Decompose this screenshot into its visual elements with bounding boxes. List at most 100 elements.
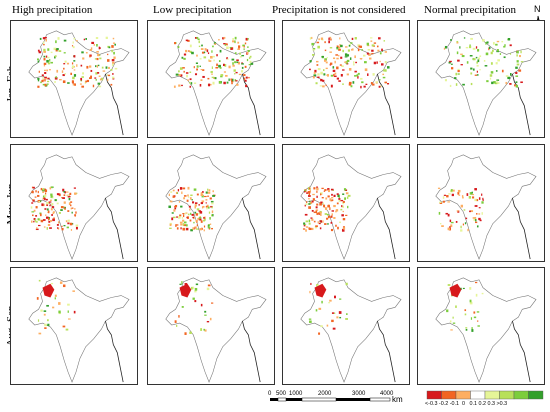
- anomaly-speckle: [207, 52, 210, 55]
- legend-swatch: [528, 390, 544, 400]
- anomaly-speckle: [455, 83, 458, 86]
- anomaly-speckle: [476, 320, 479, 322]
- anomaly-speckle: [465, 328, 468, 331]
- anomaly-speckle: [345, 46, 348, 48]
- anomaly-speckle: [49, 204, 51, 207]
- anomaly-speckle: [47, 319, 49, 322]
- anomaly-speckle: [64, 207, 66, 210]
- anomaly-speckle: [183, 224, 187, 227]
- anomaly-speckle: [53, 217, 55, 220]
- anomaly-speckle: [327, 188, 330, 191]
- anomaly-speckle: [481, 292, 484, 295]
- anomaly-speckle: [476, 311, 480, 313]
- india-outline: [28, 277, 130, 383]
- anomaly-speckle: [196, 36, 198, 39]
- anomaly-speckle: [446, 195, 449, 198]
- anomaly-speckle: [90, 75, 92, 78]
- anomaly-speckle: [320, 213, 322, 216]
- anomaly-speckle: [174, 206, 177, 208]
- anomaly-speckle: [476, 225, 479, 228]
- anomaly-speckle: [442, 200, 445, 203]
- anomaly-speckle: [329, 299, 332, 302]
- anomaly-speckle: [46, 83, 49, 85]
- anomaly-speckle: [497, 49, 499, 52]
- anomaly-speckle: [47, 217, 50, 221]
- anomaly-speckle: [469, 299, 472, 303]
- anomaly-speckle: [347, 49, 351, 52]
- anomaly-speckle: [346, 54, 350, 57]
- anomaly-speckle: [371, 49, 374, 52]
- anomaly-speckle: [61, 70, 64, 73]
- anomaly-speckle: [332, 66, 335, 69]
- anomaly-speckle: [178, 70, 180, 73]
- anomaly-speckle: [348, 81, 352, 85]
- anomaly-speckle: [40, 309, 43, 312]
- anomaly-speckle: [73, 310, 76, 314]
- anomaly-speckle: [485, 42, 487, 45]
- anomaly-speckle: [218, 64, 221, 68]
- anomaly-speckle: [462, 83, 465, 86]
- anomaly-speckle: [232, 38, 234, 41]
- anomaly-speckle: [496, 50, 500, 53]
- anomaly-speckle: [370, 82, 373, 85]
- anomaly-speckle: [342, 200, 345, 203]
- anomaly-speckle: [452, 316, 454, 319]
- anomaly-speckle: [379, 85, 382, 88]
- anomaly-speckle: [370, 40, 373, 42]
- anomaly-speckle: [382, 73, 385, 76]
- anomaly-speckle: [344, 56, 348, 58]
- anomaly-speckle: [50, 186, 53, 189]
- anomaly-speckle: [223, 36, 226, 39]
- anomaly-speckle: [339, 221, 341, 224]
- map-panel: [10, 267, 138, 385]
- anomaly-speckle: [461, 55, 465, 58]
- anomaly-speckle: [509, 44, 512, 47]
- anomaly-speckle: [342, 205, 345, 208]
- anomaly-speckle: [481, 212, 483, 215]
- anomaly-speckle: [489, 77, 492, 80]
- anomaly-speckle: [176, 224, 179, 226]
- anomaly-speckle: [51, 214, 53, 216]
- anomaly-speckle: [471, 193, 474, 196]
- anomaly-speckle: [40, 81, 42, 84]
- anomaly-speckle: [182, 67, 185, 69]
- anomaly-speckle: [314, 226, 318, 229]
- anomaly-speckle: [234, 36, 237, 40]
- anomaly-speckle: [223, 71, 227, 73]
- anomaly-speckle: [380, 63, 384, 66]
- anomaly-speckle: [246, 58, 249, 62]
- anomaly-speckle: [470, 210, 474, 213]
- anomaly-speckle: [348, 83, 352, 86]
- anomaly-speckle: [48, 69, 51, 71]
- anomaly-speckle: [186, 227, 189, 231]
- anomaly-speckle: [361, 49, 363, 51]
- anomaly-speckle: [181, 281, 183, 284]
- legend-swatch: [441, 390, 457, 400]
- anomaly-speckle: [209, 223, 212, 225]
- anomaly-speckle: [318, 332, 321, 335]
- anomaly-speckle: [193, 66, 195, 69]
- anomaly-speckle: [499, 53, 502, 55]
- anomaly-speckle: [465, 46, 469, 49]
- anomaly-speckle: [351, 49, 354, 51]
- anomaly-speckle: [43, 310, 47, 312]
- anomaly-speckle: [212, 55, 215, 58]
- anomaly-speckle: [328, 37, 330, 41]
- anomaly-speckle: [194, 37, 198, 39]
- anomaly-speckle: [198, 45, 201, 48]
- anomaly-speckle: [186, 199, 189, 202]
- anomaly-speckle: [486, 41, 489, 44]
- anomaly-speckle: [92, 84, 95, 88]
- anomaly-speckle: [202, 191, 204, 193]
- anomaly-speckle: [183, 57, 186, 60]
- anomaly-speckle: [189, 197, 192, 200]
- anomaly-speckle: [378, 85, 381, 88]
- anomaly-speckle: [33, 221, 35, 223]
- anomaly-speckle: [56, 48, 59, 51]
- anomaly-speckle: [226, 81, 229, 84]
- anomaly-speckle: [45, 198, 48, 201]
- anomaly-speckle: [340, 44, 343, 48]
- anomaly-speckle: [72, 83, 76, 86]
- anomaly-speckle: [32, 199, 35, 202]
- map-panel: [147, 20, 275, 138]
